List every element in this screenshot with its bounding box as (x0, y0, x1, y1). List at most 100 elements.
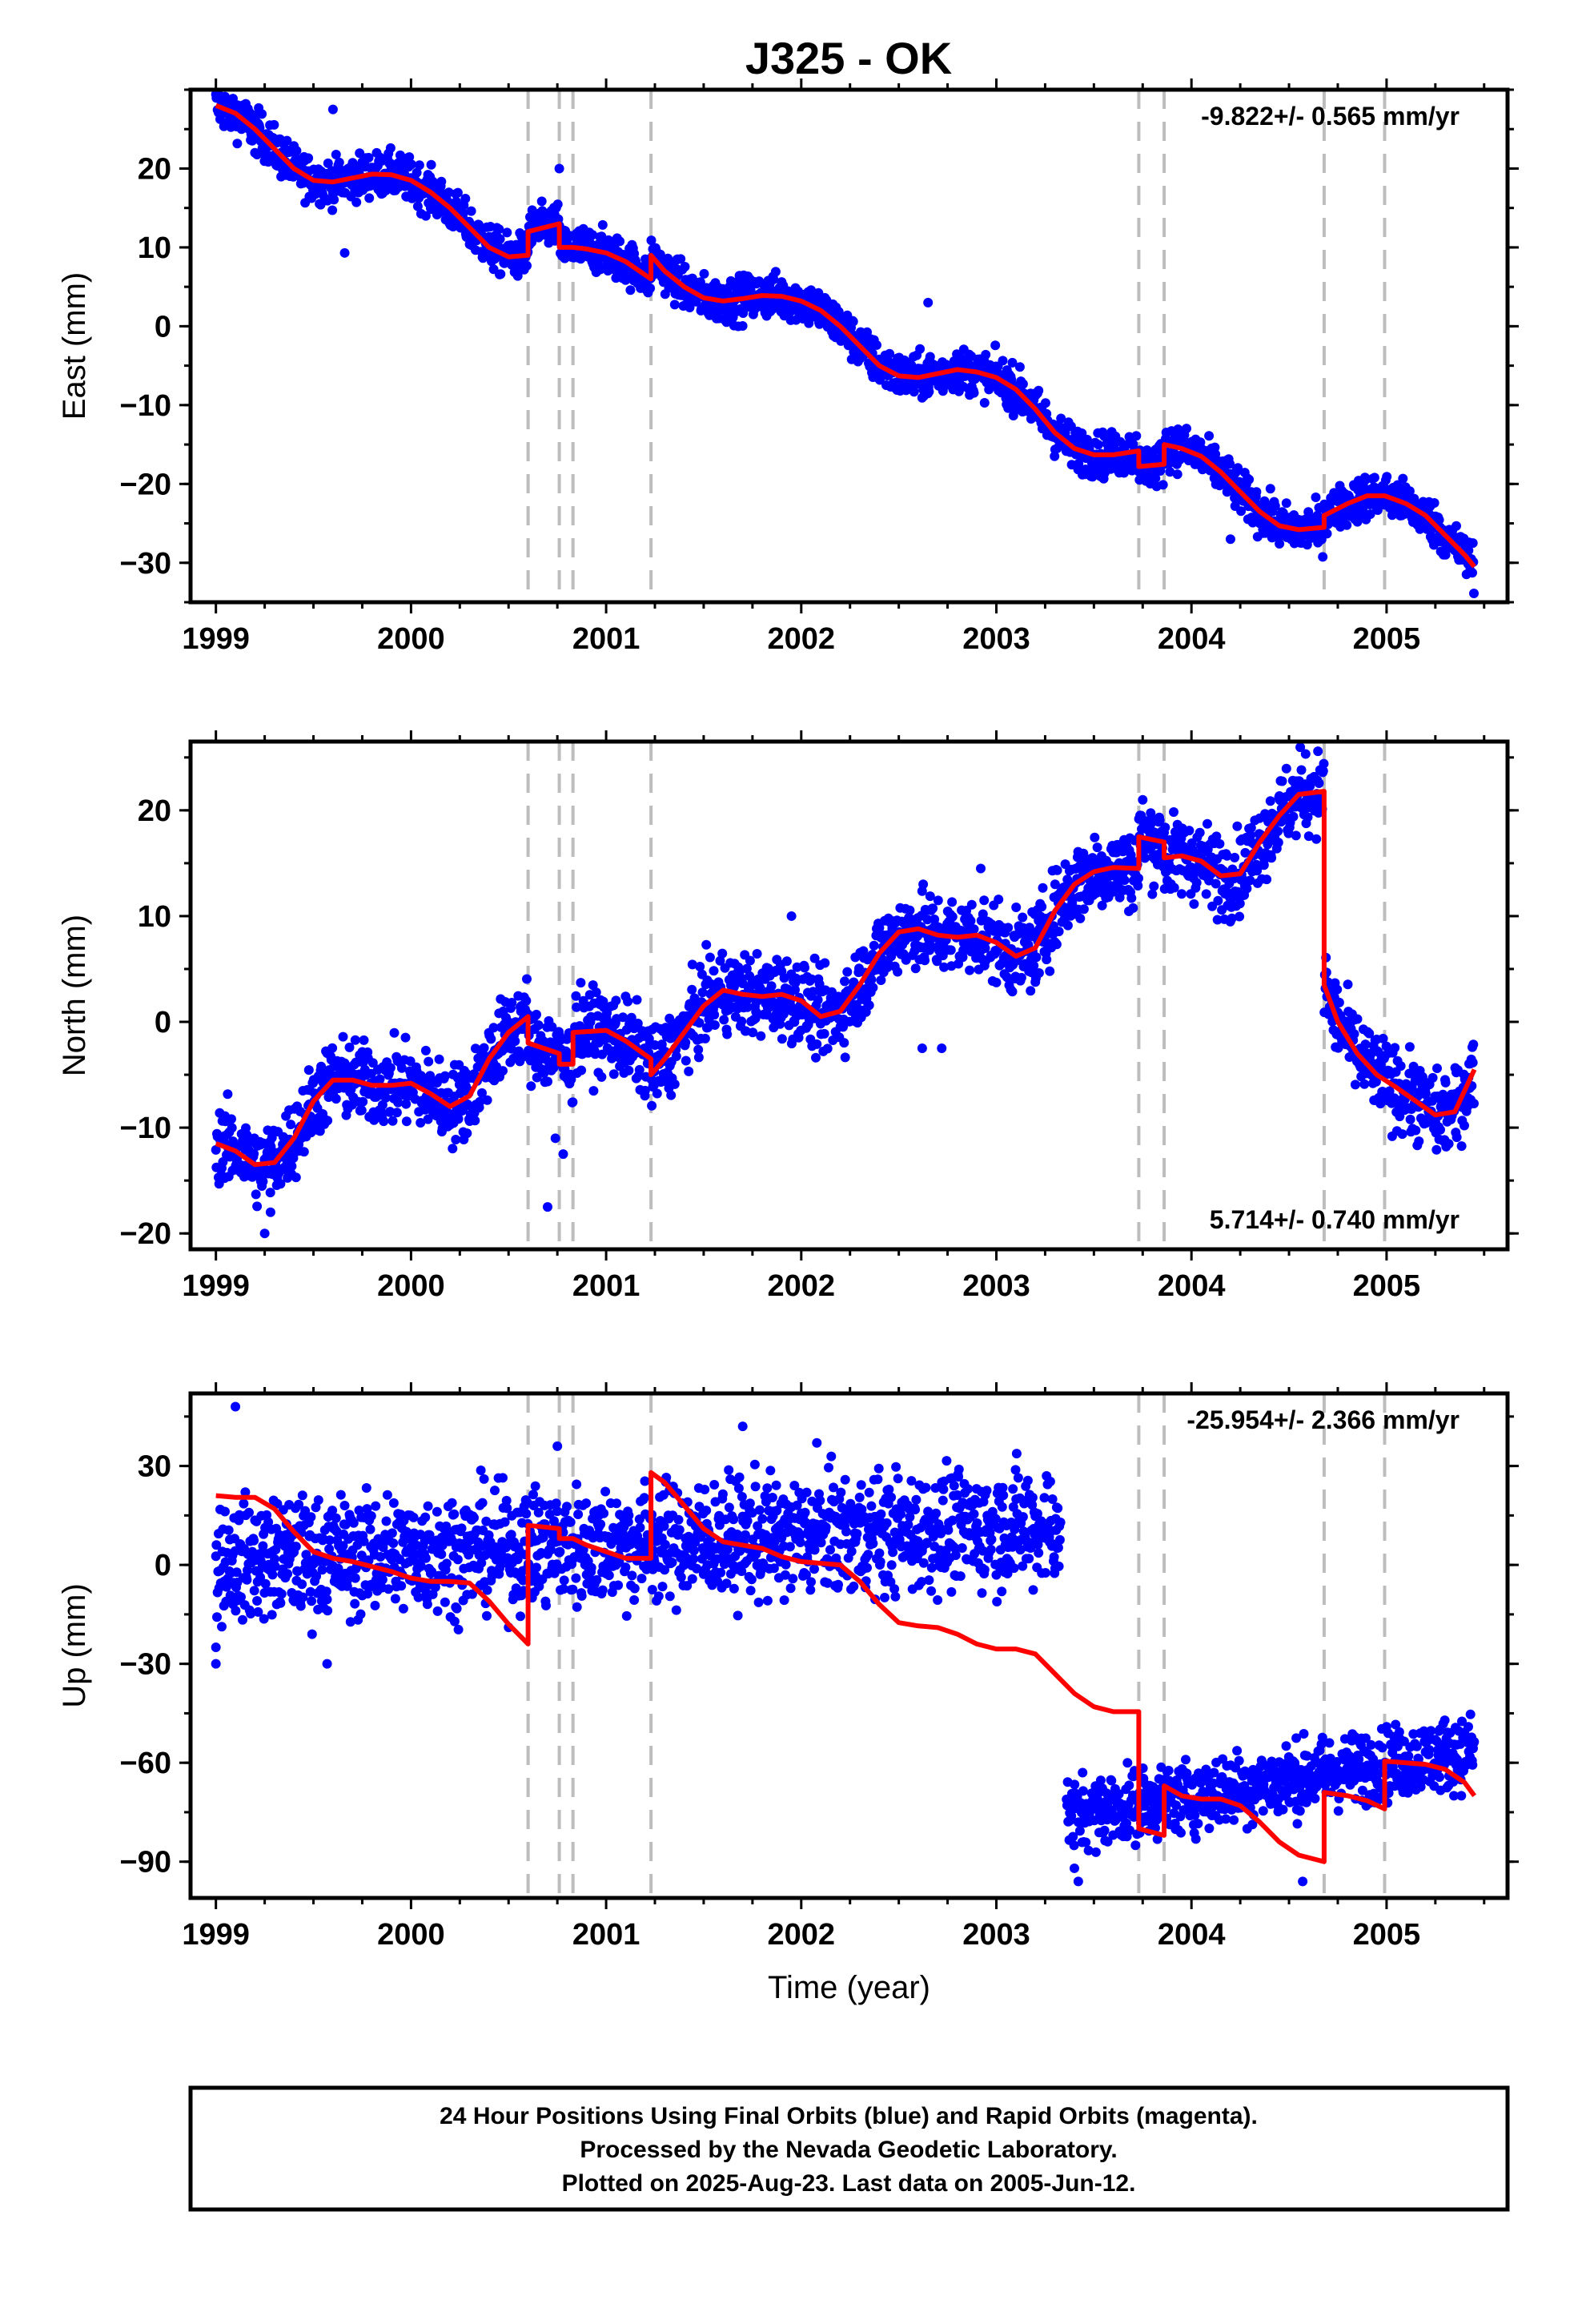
data-point (1029, 960, 1039, 971)
data-point (1169, 807, 1178, 817)
data-point (980, 943, 990, 953)
data-point (1038, 883, 1048, 893)
data-point (488, 1023, 499, 1033)
data-point (380, 1092, 391, 1103)
x-tick-label: 1999 (182, 1269, 250, 1303)
data-point (1432, 1063, 1442, 1073)
data-point (576, 978, 586, 988)
x-axis: 1999 2000 2001 2002 2003 2004 2005 (182, 78, 1486, 656)
data-point (1042, 955, 1052, 965)
model-line (215, 103, 1476, 569)
data-point (286, 1120, 296, 1130)
data-point (998, 356, 1008, 366)
data-point (510, 1036, 520, 1047)
x-tick-label: 2000 (377, 1269, 445, 1303)
data-point (379, 1116, 389, 1127)
data-point (819, 1028, 829, 1039)
x-tick-label: 2003 (962, 1269, 1030, 1303)
data-point (1232, 821, 1243, 831)
x-tick-label: 2004 (1158, 622, 1226, 656)
data-point (715, 955, 725, 966)
data-point (385, 1063, 396, 1073)
data-point (260, 1578, 271, 1589)
data-point (566, 1074, 576, 1084)
data-point (965, 965, 975, 975)
data-point (790, 985, 800, 995)
y-tick-label: 0 (155, 1006, 171, 1039)
data-point (618, 1012, 628, 1023)
data-point (588, 1086, 599, 1096)
data-point (701, 939, 712, 950)
data-point (766, 981, 777, 991)
data-point (1201, 889, 1211, 899)
data-point (1429, 498, 1439, 508)
data-point (212, 1612, 222, 1622)
data-point (909, 387, 919, 397)
data-point (669, 300, 680, 310)
data-point (258, 1176, 268, 1187)
data-point (1126, 850, 1136, 860)
data-point (1319, 758, 1329, 769)
outlier-point (265, 1207, 275, 1217)
data-point (840, 976, 849, 987)
data-point (1288, 811, 1299, 822)
data-point (885, 348, 895, 359)
data-point (211, 1144, 221, 1155)
data-point (624, 1065, 634, 1076)
data-point (1349, 1029, 1359, 1039)
data-point (915, 344, 926, 354)
data-point (311, 1571, 322, 1582)
data-point (267, 1132, 277, 1143)
data-point (276, 1589, 287, 1599)
data-point (1051, 939, 1062, 950)
data-point (393, 1097, 404, 1108)
data-point (301, 1550, 311, 1560)
data-point (1052, 865, 1062, 875)
data-point (947, 897, 958, 907)
data-point (1390, 1043, 1400, 1053)
data-point (297, 1490, 307, 1501)
data-point (751, 1007, 761, 1017)
data-point (297, 1579, 307, 1590)
data-point (1077, 428, 1087, 438)
data-point (705, 952, 715, 963)
y-tick-label: 20 (138, 152, 171, 186)
data-point (426, 159, 436, 170)
data-point (451, 1135, 461, 1144)
data-point (1212, 915, 1223, 925)
data-point (1332, 984, 1343, 995)
data-point (568, 1097, 578, 1108)
data-point (1007, 987, 1018, 997)
data-point (1090, 832, 1100, 842)
data-point (1133, 881, 1143, 891)
data-point (275, 1598, 286, 1608)
data-point (1343, 979, 1353, 990)
data-point (588, 230, 598, 240)
data-point (316, 1061, 327, 1072)
data-point (448, 1144, 458, 1154)
data-point (626, 1012, 636, 1023)
data-point (1006, 374, 1017, 384)
data-point (1358, 505, 1368, 515)
data-point (1262, 875, 1272, 885)
data-point (364, 193, 375, 203)
data-point (298, 1592, 308, 1602)
data-point (412, 167, 422, 178)
data-point (1147, 889, 1158, 899)
data-point (699, 268, 709, 279)
data-point (1245, 875, 1255, 886)
data-point (910, 963, 921, 974)
data-point (781, 956, 792, 967)
data-point (367, 1058, 378, 1068)
data-point (596, 264, 606, 275)
data-point (452, 187, 463, 198)
data-point (1311, 834, 1322, 844)
data-point (270, 1554, 280, 1564)
data-point (385, 1107, 396, 1117)
data-point (1165, 467, 1175, 477)
data-point (1281, 498, 1291, 509)
data-point (258, 1541, 268, 1551)
data-point (800, 963, 809, 973)
data-point (1404, 1042, 1415, 1052)
data-point (1054, 927, 1064, 937)
